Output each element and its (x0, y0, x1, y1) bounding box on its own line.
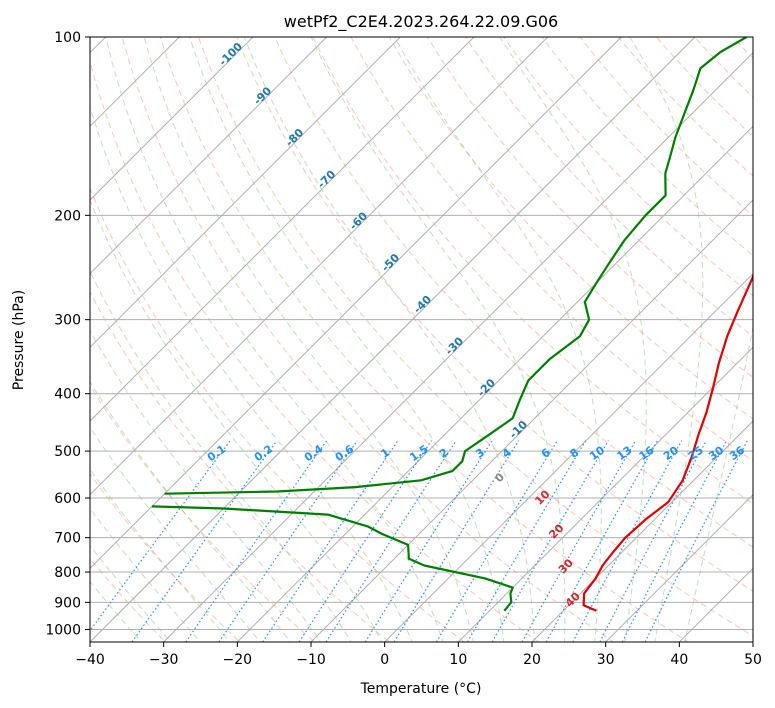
dry-adiabat (388, 37, 753, 420)
isotherm-gridline (236, 125, 753, 642)
moist-adiabat (499, 37, 647, 642)
mixing-ratio-line (491, 440, 609, 642)
dry-adiabat (464, 37, 753, 337)
moist-adiabat (90, 329, 322, 642)
y-tick-label: 600 (54, 491, 81, 507)
dry-adiabat (90, 291, 391, 642)
mixing-ratio-line (364, 440, 493, 642)
y-tick-label: 500 (54, 444, 81, 460)
dry-adiabat (617, 37, 753, 177)
moist-adiabat (310, 37, 566, 642)
moist-adiabat (90, 507, 202, 642)
dry-adiabat (90, 186, 465, 642)
isotherm-gridline (90, 37, 254, 201)
moist-adiabat (394, 37, 602, 642)
x-tick-label: −20 (223, 652, 253, 668)
mixing-ratio-line (466, 440, 587, 642)
dry-adiabat (350, 37, 753, 462)
isotherm-gridline (163, 51, 753, 642)
y-tick-label: 300 (54, 313, 81, 329)
moist-adiabat (629, 37, 704, 642)
mixing-ratio-line (131, 440, 278, 642)
y-tick-label: 100 (54, 30, 81, 46)
isotherm-gridline (90, 37, 696, 642)
moist-adiabat (90, 198, 383, 642)
mixing-ratio-line (298, 440, 432, 642)
x-tick-label: 50 (744, 652, 762, 668)
mixing-ratio-line (393, 440, 520, 642)
isotherm-gridline (90, 37, 401, 349)
dry-adiabat (236, 37, 753, 592)
isotherm-gridline (90, 37, 475, 422)
y-axis-label: Pressure (hPa) (11, 290, 27, 390)
moist-adiabat (684, 323, 753, 642)
x-tick-label: −40 (75, 652, 105, 668)
mixing-ratio-line (262, 440, 399, 642)
mixing-ratio-line (644, 440, 748, 642)
isotherm-gridline (90, 37, 549, 496)
x-tick-label: 30 (597, 652, 615, 668)
dry-adiabat (159, 37, 690, 642)
y-tick-label: 400 (54, 387, 81, 403)
dry-adiabat (312, 37, 753, 505)
y-tick-label: 700 (54, 531, 81, 547)
y-tick-label: 800 (54, 565, 81, 581)
isotherm-gridline (90, 37, 328, 275)
x-tick-label: 0 (380, 652, 389, 668)
x-tick-label: −10 (296, 652, 326, 668)
x-axis-ticks: −40 −30 −20 −10 0 10 20 30 40 50 (75, 642, 762, 668)
x-tick-label: −30 (149, 652, 179, 668)
mixing-ratio-line (90, 440, 231, 632)
sounding-line-temperature (582, 272, 753, 612)
y-tick-label: 900 (54, 595, 81, 611)
dry-adiabat (90, 472, 241, 642)
x-tick-label: 40 (670, 652, 688, 668)
x-tick-label: 20 (523, 652, 541, 668)
isotherm-gridline (310, 199, 753, 642)
dry-adiabat (90, 59, 540, 642)
plot-frame (89, 36, 754, 643)
isotherm-gridline (90, 37, 622, 570)
x-axis-label: Temperature (°C) (360, 681, 482, 697)
y-tick-label: 1000 (45, 622, 81, 638)
sounding-line-dewpoint-upper (164, 37, 748, 495)
x-tick-label: 10 (449, 652, 467, 668)
moist-adiabat (243, 37, 535, 642)
mixing-ratio-line (545, 440, 659, 642)
mixing-ratio-line (435, 440, 558, 642)
sounding-line-dewpoint (151, 505, 514, 612)
dry-adiabat (655, 37, 753, 138)
mixing-ratio-line (521, 440, 637, 642)
dry-adiabat (121, 37, 615, 642)
y-tick-label: 200 (54, 208, 81, 224)
moist-adiabat (143, 37, 474, 642)
isotherm-gridline (531, 420, 753, 642)
mixing-ratio-line (325, 440, 457, 642)
isotherm-gridline (384, 272, 753, 642)
moist-adiabat (90, 580, 142, 642)
chart-title: wetPf2_C2E4.2023.264.22.09.G06 (284, 12, 558, 32)
isotherm-gridline (457, 346, 753, 642)
mixing-ratio-line (185, 440, 328, 642)
isotherm-gridline (605, 493, 753, 642)
mixing-ratio-line (572, 440, 683, 642)
y-axis-ticks: 100 200 300 400 500 600 700 800 900 1000 (45, 30, 90, 638)
